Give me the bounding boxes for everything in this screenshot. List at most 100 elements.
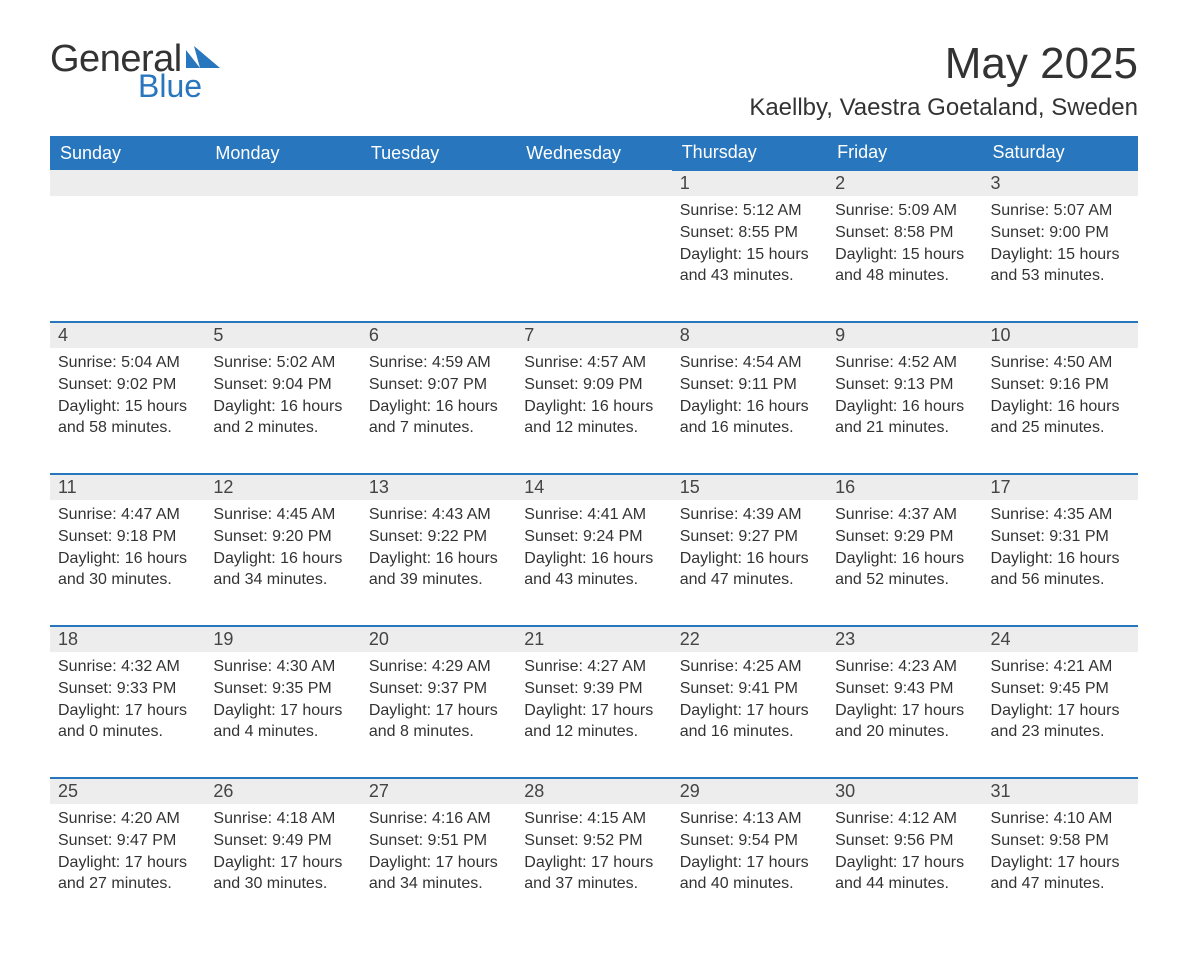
daylight-line: Daylight: 15 hours and 53 minutes.: [991, 244, 1130, 287]
sunset-line: Sunset: 9:07 PM: [369, 374, 508, 396]
sunrise-line: Sunrise: 4:12 AM: [835, 808, 974, 830]
sunset-line: Sunset: 9:04 PM: [213, 374, 352, 396]
sunrise-line: Sunrise: 4:23 AM: [835, 656, 974, 678]
sunset-line: Sunset: 9:39 PM: [524, 678, 663, 700]
day-details: Sunrise: 4:41 AMSunset: 9:24 PMDaylight:…: [516, 500, 671, 626]
daylight-line: Daylight: 16 hours and 34 minutes.: [213, 548, 352, 591]
day-details: Sunrise: 4:27 AMSunset: 9:39 PMDaylight:…: [516, 652, 671, 778]
sunset-line: Sunset: 9:41 PM: [680, 678, 819, 700]
day-details: Sunrise: 5:02 AMSunset: 9:04 PMDaylight:…: [205, 348, 360, 474]
day-details: Sunrise: 4:30 AMSunset: 9:35 PMDaylight:…: [205, 652, 360, 778]
day-number: 22: [672, 626, 827, 652]
day-details: Sunrise: 4:35 AMSunset: 9:31 PMDaylight:…: [983, 500, 1138, 626]
day-number: 29: [672, 778, 827, 804]
day-details: Sunrise: 5:07 AMSunset: 9:00 PMDaylight:…: [983, 196, 1138, 322]
daylight-line: Daylight: 17 hours and 12 minutes.: [524, 700, 663, 743]
empty-cell: [516, 196, 671, 322]
day-number: 14: [516, 474, 671, 500]
sunset-line: Sunset: 9:52 PM: [524, 830, 663, 852]
sunset-line: Sunset: 9:02 PM: [58, 374, 197, 396]
sunrise-line: Sunrise: 4:45 AM: [213, 504, 352, 526]
weekday-header: Sunday: [50, 136, 205, 170]
day-number: 1: [672, 170, 827, 196]
day-details: Sunrise: 4:29 AMSunset: 9:37 PMDaylight:…: [361, 652, 516, 778]
sunset-line: Sunset: 9:31 PM: [991, 526, 1130, 548]
day-number: 15: [672, 474, 827, 500]
day-details: Sunrise: 4:12 AMSunset: 9:56 PMDaylight:…: [827, 804, 982, 930]
daylight-line: Daylight: 17 hours and 44 minutes.: [835, 852, 974, 895]
sunrise-line: Sunrise: 4:39 AM: [680, 504, 819, 526]
day-number: 30: [827, 778, 982, 804]
day-details: Sunrise: 4:52 AMSunset: 9:13 PMDaylight:…: [827, 348, 982, 474]
empty-cell: [361, 196, 516, 322]
empty-cell: [361, 170, 516, 196]
sunrise-line: Sunrise: 4:16 AM: [369, 808, 508, 830]
logo-text-blue: Blue: [138, 70, 220, 102]
day-number: 9: [827, 322, 982, 348]
sunrise-line: Sunrise: 4:57 AM: [524, 352, 663, 374]
daylight-line: Daylight: 15 hours and 43 minutes.: [680, 244, 819, 287]
sunset-line: Sunset: 9:29 PM: [835, 526, 974, 548]
day-number: 8: [672, 322, 827, 348]
sunrise-line: Sunrise: 4:37 AM: [835, 504, 974, 526]
daylight-line: Daylight: 16 hours and 25 minutes.: [991, 396, 1130, 439]
sunrise-line: Sunrise: 4:15 AM: [524, 808, 663, 830]
day-details: Sunrise: 4:25 AMSunset: 9:41 PMDaylight:…: [672, 652, 827, 778]
day-details: Sunrise: 4:37 AMSunset: 9:29 PMDaylight:…: [827, 500, 982, 626]
day-number: 4: [50, 322, 205, 348]
day-number-row: 18192021222324: [50, 626, 1138, 652]
day-number: 10: [983, 322, 1138, 348]
sunset-line: Sunset: 9:49 PM: [213, 830, 352, 852]
sunrise-line: Sunrise: 4:27 AM: [524, 656, 663, 678]
sunset-line: Sunset: 9:37 PM: [369, 678, 508, 700]
sunrise-line: Sunrise: 4:25 AM: [680, 656, 819, 678]
daylight-line: Daylight: 17 hours and 8 minutes.: [369, 700, 508, 743]
header: General Blue May 2025 Kaellby, Vaestra G…: [50, 40, 1138, 122]
sunset-line: Sunset: 9:13 PM: [835, 374, 974, 396]
weekday-header: Wednesday: [516, 136, 671, 170]
day-number: 12: [205, 474, 360, 500]
daylight-line: Daylight: 17 hours and 30 minutes.: [213, 852, 352, 895]
day-number: 25: [50, 778, 205, 804]
sunset-line: Sunset: 9:00 PM: [991, 222, 1130, 244]
day-number: 16: [827, 474, 982, 500]
empty-cell: [516, 170, 671, 196]
day-number: 31: [983, 778, 1138, 804]
daylight-line: Daylight: 17 hours and 47 minutes.: [991, 852, 1130, 895]
weekday-header: Tuesday: [361, 136, 516, 170]
weekday-header: Friday: [827, 136, 982, 170]
daylight-line: Daylight: 16 hours and 47 minutes.: [680, 548, 819, 591]
day-number: 21: [516, 626, 671, 652]
day-details: Sunrise: 4:20 AMSunset: 9:47 PMDaylight:…: [50, 804, 205, 930]
daylight-line: Daylight: 16 hours and 12 minutes.: [524, 396, 663, 439]
sunrise-line: Sunrise: 4:41 AM: [524, 504, 663, 526]
sunset-line: Sunset: 9:22 PM: [369, 526, 508, 548]
sunset-line: Sunset: 9:20 PM: [213, 526, 352, 548]
day-number: 5: [205, 322, 360, 348]
day-details: Sunrise: 4:18 AMSunset: 9:49 PMDaylight:…: [205, 804, 360, 930]
day-number: 6: [361, 322, 516, 348]
day-details: Sunrise: 4:16 AMSunset: 9:51 PMDaylight:…: [361, 804, 516, 930]
sunset-line: Sunset: 9:35 PM: [213, 678, 352, 700]
day-details: Sunrise: 4:15 AMSunset: 9:52 PMDaylight:…: [516, 804, 671, 930]
day-number: 26: [205, 778, 360, 804]
empty-cell: [205, 170, 360, 196]
sunrise-line: Sunrise: 4:47 AM: [58, 504, 197, 526]
day-number: 18: [50, 626, 205, 652]
day-details-row: Sunrise: 4:32 AMSunset: 9:33 PMDaylight:…: [50, 652, 1138, 778]
day-number: 27: [361, 778, 516, 804]
sunset-line: Sunset: 9:47 PM: [58, 830, 197, 852]
day-details: Sunrise: 4:45 AMSunset: 9:20 PMDaylight:…: [205, 500, 360, 626]
daylight-line: Daylight: 16 hours and 56 minutes.: [991, 548, 1130, 591]
day-number-row: 45678910: [50, 322, 1138, 348]
logo: General Blue: [50, 40, 220, 102]
day-details: Sunrise: 5:09 AMSunset: 8:58 PMDaylight:…: [827, 196, 982, 322]
sunset-line: Sunset: 9:58 PM: [991, 830, 1130, 852]
day-details: Sunrise: 4:10 AMSunset: 9:58 PMDaylight:…: [983, 804, 1138, 930]
sunrise-line: Sunrise: 5:02 AM: [213, 352, 352, 374]
sunrise-line: Sunrise: 4:35 AM: [991, 504, 1130, 526]
daylight-line: Daylight: 17 hours and 20 minutes.: [835, 700, 974, 743]
daylight-line: Daylight: 16 hours and 52 minutes.: [835, 548, 974, 591]
month-title: May 2025: [749, 40, 1138, 88]
daylight-line: Daylight: 17 hours and 27 minutes.: [58, 852, 197, 895]
